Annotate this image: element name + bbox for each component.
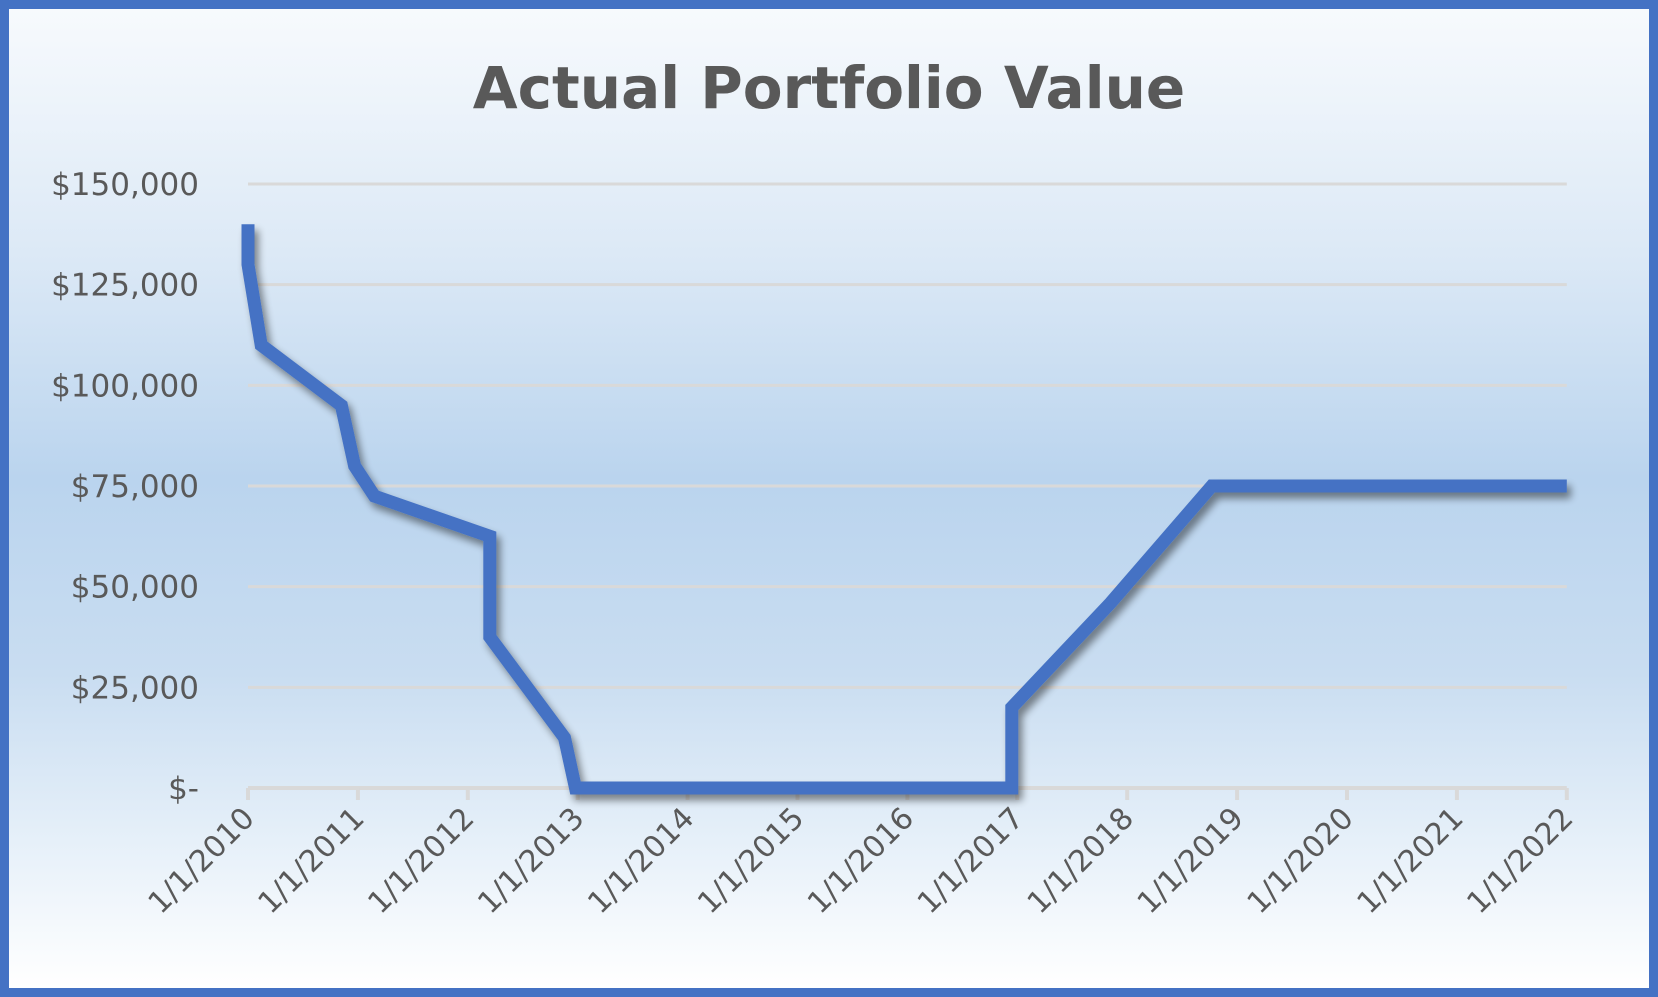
- portfolio-value-line: [241, 224, 1567, 795]
- y-tick-label: $75,000: [71, 469, 199, 505]
- y-tick-label: $150,000: [51, 167, 199, 203]
- y-tick-label: $50,000: [71, 570, 199, 606]
- y-tick-label: $-: [168, 771, 199, 807]
- x-tick-label: 1/1/2017: [911, 801, 1031, 921]
- x-tick-label: 1/1/2010: [142, 801, 262, 921]
- y-axis-labels: $- $25,000 $50,000 $75,000 $100,000 $125,000 $…: [51, 167, 199, 807]
- x-tick-label: 1/1/2012: [361, 801, 481, 921]
- x-tick-label: 1/1/2021: [1351, 801, 1471, 921]
- chart-title: Actual Portfolio Value: [473, 54, 1185, 122]
- x-tick-label: 1/1/2022: [1460, 801, 1580, 921]
- x-tick-label: 1/1/2015: [691, 801, 811, 921]
- x-tick-label: 1/1/2020: [1241, 801, 1361, 921]
- gridlines: [248, 182, 1567, 689]
- x-tick-label: 1/1/2014: [581, 801, 701, 921]
- x-tick-label: 1/1/2016: [801, 801, 921, 921]
- x-tick-label: 1/1/2018: [1021, 801, 1141, 921]
- x-axis-labels: 1/1/20101/1/20111/1/20121/1/20131/1/2014…: [142, 801, 1581, 921]
- x-tick-label: 1/1/2011: [252, 801, 372, 921]
- x-tick-label: 1/1/2013: [471, 801, 591, 921]
- x-tick-label: 1/1/2019: [1131, 801, 1251, 921]
- y-tick-label: $125,000: [51, 268, 199, 304]
- y-tick-label: $25,000: [71, 670, 199, 706]
- y-tick-label: $100,000: [51, 368, 199, 404]
